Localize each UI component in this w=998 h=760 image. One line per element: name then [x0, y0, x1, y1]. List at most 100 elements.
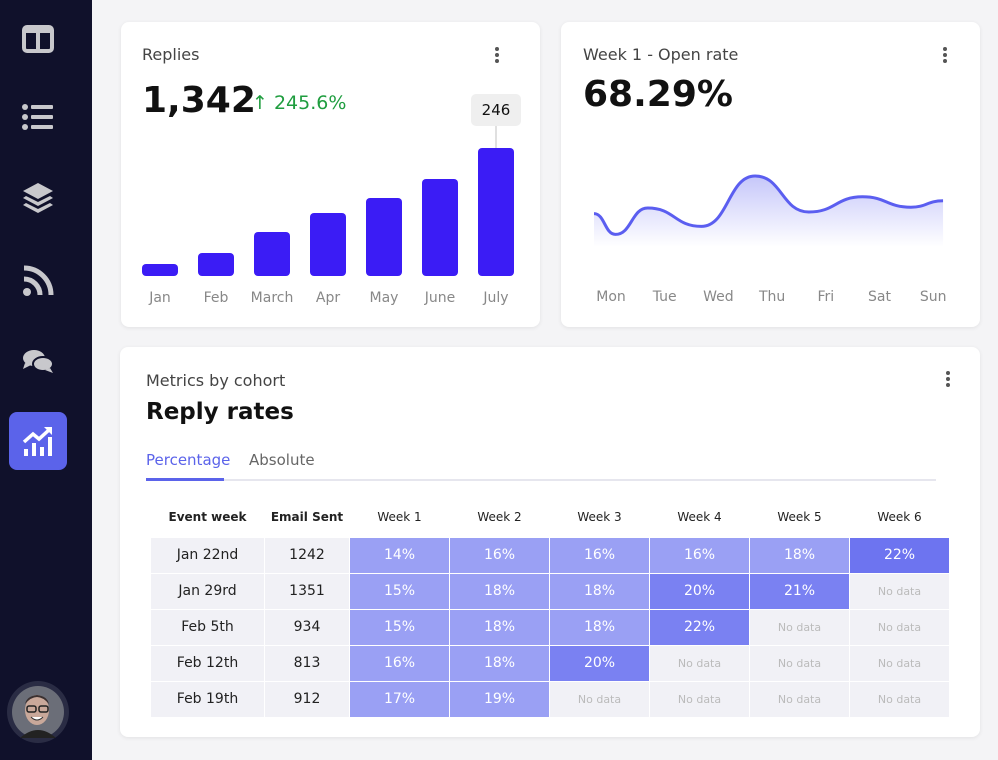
sidebar	[0, 0, 92, 760]
rate-cell: 16%	[349, 644, 450, 682]
cohort-title: Reply rates	[146, 399, 294, 425]
replies-change: ↑ 245.6%	[252, 92, 346, 114]
rate-cell: 17%	[349, 680, 450, 718]
replies-value: 1,342	[142, 80, 256, 121]
bar-march[interactable]	[254, 231, 290, 276]
x-tick-label: Sun	[919, 289, 947, 305]
tab-absolute[interactable]: Absolute	[249, 451, 315, 469]
table-row: Feb 19th 912 17% 19% No data No data No data No…	[150, 680, 950, 718]
layout-columns-icon	[22, 25, 54, 53]
rate-cell: 22%	[849, 536, 950, 574]
sidebar-item-dashboard[interactable]	[9, 10, 67, 68]
table-row: Feb 5th 934 15% 18% 18% 22% No data No data	[150, 608, 950, 646]
no-data-cell: No data	[649, 680, 750, 718]
cohort-subtitle: Metrics by cohort	[146, 371, 286, 390]
active-tab-indicator	[146, 478, 224, 481]
no-data-cell: No data	[649, 644, 750, 682]
email-sent-cell: 1351	[264, 572, 350, 610]
replies-title: Replies	[142, 45, 200, 64]
layers-icon	[23, 183, 53, 213]
user-avatar-image	[12, 686, 64, 738]
column-header: Week 3	[577, 509, 622, 524]
replies-more-menu-icon[interactable]	[491, 45, 503, 65]
rate-cell: 16%	[449, 536, 550, 574]
column-header: Week 1	[377, 509, 422, 524]
column-header: Week 6	[877, 509, 922, 524]
analytics-chart-icon	[22, 427, 52, 456]
replies-card: Replies 1,342 ↑ 245.6% 246 Jan Feb March Ap…	[121, 22, 540, 327]
bar-may[interactable]	[366, 197, 402, 276]
rate-cell: 18%	[449, 572, 550, 610]
column-header: Week 5	[777, 509, 822, 524]
x-tick-label: Tue	[652, 289, 677, 305]
email-sent-cell: 813	[264, 644, 350, 682]
rate-cell: 16%	[549, 536, 650, 574]
rate-cell: 18%	[449, 608, 550, 646]
bar-feb[interactable]	[198, 253, 234, 276]
tab-percentage[interactable]: Percentage	[146, 451, 231, 469]
bar-jan[interactable]	[142, 264, 178, 276]
sidebar-item-list[interactable]	[9, 88, 67, 146]
table-row: Jan 22nd 1242 14% 16% 16% 16% 18% 22%	[150, 536, 950, 574]
open-rate-card: Week 1 - Open rate 68.29% Mon Tue Wed Thu Fr…	[561, 22, 980, 327]
email-sent-cell: 1242	[264, 536, 350, 574]
x-tick-label: Fri	[817, 289, 835, 305]
open-rate-title: Week 1 - Open rate	[583, 45, 739, 64]
x-tick-label: Thu	[758, 289, 786, 305]
cohort-tabs: Percentage Absolute	[146, 447, 936, 481]
rate-cell: 18%	[549, 572, 650, 610]
rate-cell: 19%	[449, 680, 550, 718]
x-tick-label: Feb	[203, 290, 229, 306]
bar-tooltip: 246	[471, 94, 521, 126]
no-data-cell: No data	[849, 608, 950, 646]
email-sent-cell: 912	[264, 680, 350, 718]
event-week-cell: Jan 29rd	[150, 572, 265, 610]
cohort-more-menu-icon[interactable]	[942, 369, 954, 389]
x-tick-label: March	[250, 290, 294, 306]
x-tick-label: Wed	[703, 289, 734, 305]
table-row: Jan 29rd 1351 15% 18% 18% 20% 21% No data	[150, 572, 950, 610]
open-rate-value: 68.29%	[583, 74, 733, 115]
column-header: Week 4	[677, 509, 722, 524]
line-area	[594, 176, 944, 247]
column-header: Week 2	[477, 509, 522, 524]
x-tick-label: Apr	[315, 290, 341, 306]
bar-june[interactable]	[422, 179, 458, 276]
open-rate-line-chart	[593, 174, 944, 247]
open-rate-more-menu-icon[interactable]	[939, 45, 951, 65]
bar-apr[interactable]	[310, 213, 346, 276]
rate-cell: 16%	[649, 536, 750, 574]
sidebar-item-messages[interactable]	[9, 332, 67, 390]
arrow-up-icon: ↑	[252, 92, 274, 114]
no-data-cell: No data	[749, 680, 850, 718]
replies-change-value: 245.6%	[273, 92, 347, 114]
sidebar-item-feed[interactable]	[9, 252, 67, 310]
event-week-cell: Feb 12th	[150, 644, 265, 682]
no-data-cell: No data	[849, 680, 950, 718]
tooltip-stem	[495, 126, 497, 148]
x-tick-label: July	[483, 290, 509, 306]
event-week-cell: Feb 5th	[150, 608, 265, 646]
cohort-table: Event week Email Sent Week 1 Week 2 Week 3 We…	[150, 497, 950, 718]
table-row: Feb 12th 813 16% 18% 20% No data No data No dat…	[150, 644, 950, 682]
rate-cell: 20%	[649, 572, 750, 610]
email-sent-cell: 934	[264, 608, 350, 646]
sidebar-item-layers[interactable]	[9, 168, 67, 226]
bar-july[interactable]	[478, 148, 514, 276]
x-tick-label: Jan	[149, 290, 171, 306]
rate-cell: 20%	[549, 644, 650, 682]
no-data-cell: No data	[549, 680, 650, 718]
rate-cell: 14%	[349, 536, 450, 574]
column-header: Event week	[168, 509, 247, 524]
rate-cell: 18%	[449, 644, 550, 682]
x-tick-label: Sat	[868, 289, 891, 305]
no-data-cell: No data	[749, 644, 850, 682]
rate-cell: 15%	[349, 608, 450, 646]
rate-cell: 15%	[349, 572, 450, 610]
x-tick-label: May	[369, 290, 399, 306]
rate-cell: 18%	[749, 536, 850, 574]
user-avatar[interactable]	[7, 681, 69, 743]
sidebar-item-analytics[interactable]	[9, 412, 67, 470]
no-data-cell: No data	[749, 608, 850, 646]
event-week-cell: Feb 19th	[150, 680, 265, 718]
